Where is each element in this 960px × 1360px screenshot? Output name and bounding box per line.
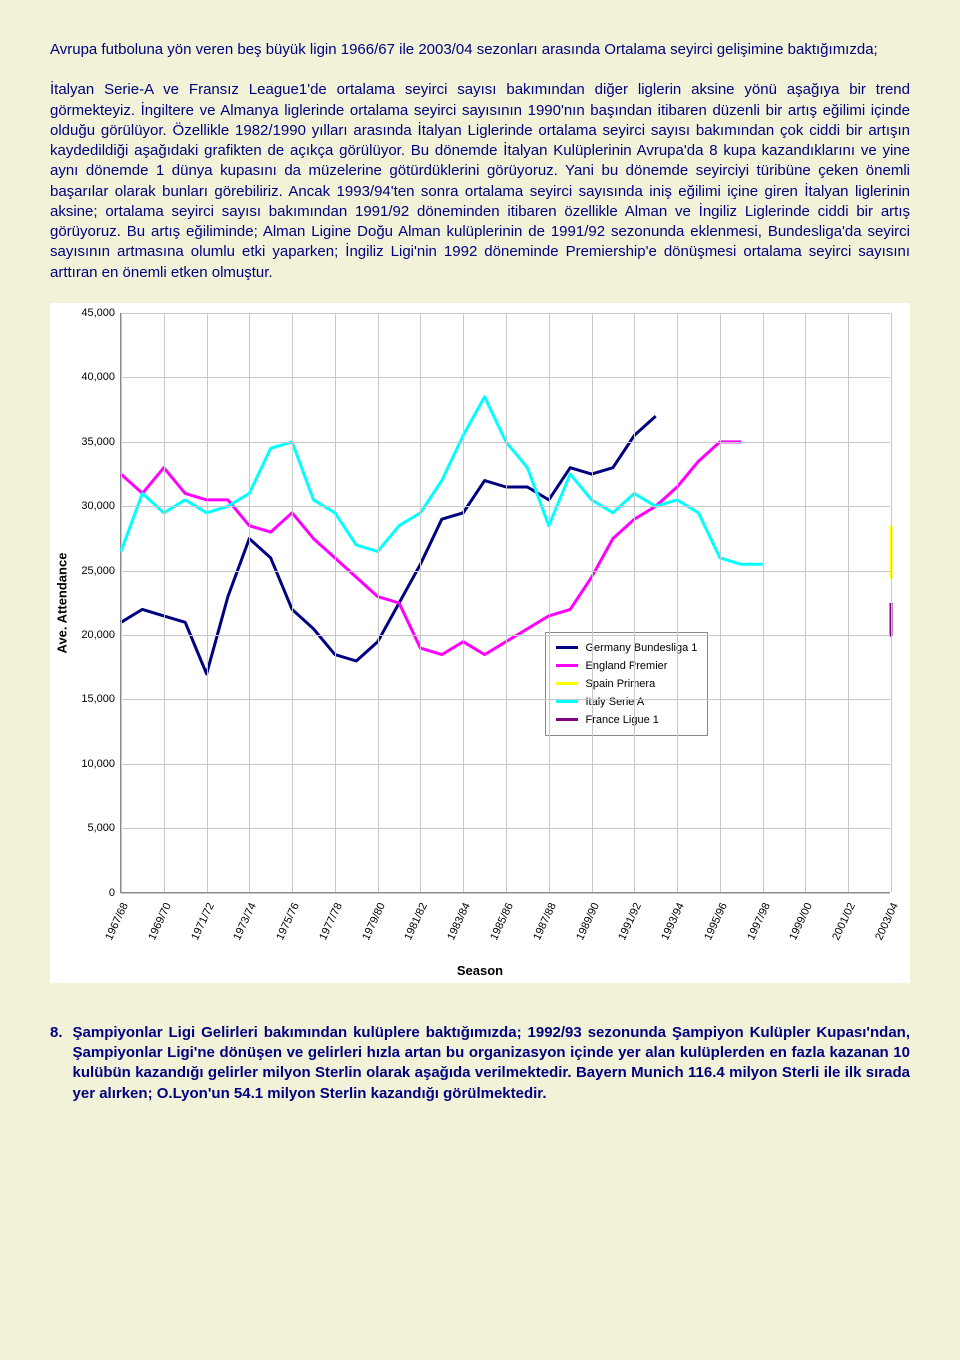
- legend-label: Germany Bundesliga 1: [586, 642, 698, 654]
- gridline-v: [292, 313, 293, 892]
- y-axis-label: Ave. Attendance: [55, 552, 70, 653]
- chart-legend: Germany Bundesliga 1 England Premier Spain…: [545, 632, 709, 736]
- gridline-h: [121, 893, 890, 894]
- gridline-v: [249, 313, 250, 892]
- gridline-v: [121, 313, 122, 892]
- x-tick-label: 1967/68: [103, 901, 131, 942]
- legend-row: France Ligue 1: [556, 711, 698, 729]
- x-tick-label: 1993/94: [659, 901, 687, 942]
- body-paragraph: İtalyan Serie-A ve Fransız League1'de or…: [50, 80, 910, 283]
- x-tick-label: 1991/92: [617, 901, 645, 942]
- y-tick-label: 5,000: [87, 822, 115, 834]
- legend-swatch: [556, 646, 578, 649]
- gridline-v: [763, 313, 764, 892]
- y-tick-label: 15,000: [81, 693, 115, 705]
- x-tick-label: 1969/70: [146, 901, 174, 942]
- y-tick-label: 45,000: [81, 307, 115, 319]
- y-tick-label: 35,000: [81, 436, 115, 448]
- x-tick-label: 1997/98: [745, 901, 773, 942]
- gridline-v: [164, 313, 165, 892]
- gridline-v: [207, 313, 208, 892]
- legend-label: Italy Serie A: [586, 696, 645, 708]
- legend-row: Spain Primera: [556, 675, 698, 693]
- legend-swatch: [556, 682, 578, 685]
- x-tick-label: 1989/90: [574, 901, 602, 942]
- gridline-v: [420, 313, 421, 892]
- gridline-v: [720, 313, 721, 892]
- x-tick-label: 1971/72: [189, 901, 217, 942]
- gridline-v: [549, 313, 550, 892]
- x-tick-label: 1983/84: [445, 901, 473, 942]
- series-england: [121, 442, 741, 655]
- y-tick-label: 0: [109, 887, 115, 899]
- x-axis-label: Season: [457, 963, 503, 978]
- gridline-v: [848, 313, 849, 892]
- legend-row: Germany Bundesliga 1: [556, 639, 698, 657]
- y-tick-label: 40,000: [81, 371, 115, 383]
- x-tick-label: 1975/76: [274, 901, 302, 942]
- gridline-v: [677, 313, 678, 892]
- x-tick-label: 1981/82: [403, 901, 431, 942]
- x-tick-label: 1999/00: [788, 901, 816, 942]
- legend-row: Italy Serie A: [556, 693, 698, 711]
- intro-paragraph: Avrupa futboluna yön veren beş büyük lig…: [50, 40, 910, 60]
- legend-label: Spain Primera: [586, 678, 656, 690]
- legend-label: England Premier: [586, 660, 668, 672]
- y-tick-label: 20,000: [81, 629, 115, 641]
- gridline-v: [463, 313, 464, 892]
- y-tick-label: 25,000: [81, 565, 115, 577]
- legend-swatch: [556, 700, 578, 703]
- x-tick-label: 2003/04: [873, 901, 901, 942]
- gridline-v: [378, 313, 379, 892]
- legend-swatch: [556, 718, 578, 721]
- x-tick-label: 1985/86: [488, 901, 516, 942]
- series-italy: [121, 397, 763, 565]
- gridline-v: [335, 313, 336, 892]
- legend-label: France Ligue 1: [586, 714, 659, 726]
- x-tick-label: 1973/74: [232, 901, 260, 942]
- gridline-v: [506, 313, 507, 892]
- y-tick-label: 10,000: [81, 758, 115, 770]
- plot-area: Germany Bundesliga 1 England Premier Spain…: [120, 313, 890, 893]
- x-tick-label: 1979/80: [360, 901, 388, 942]
- numbered-item-8: 8. Şampiyonlar Ligi Gelirleri bakımından…: [50, 1023, 910, 1104]
- item-text: Şampiyonlar Ligi Gelirleri bakımından ku…: [73, 1023, 910, 1104]
- attendance-chart: Germany Bundesliga 1 England Premier Spain…: [50, 303, 910, 983]
- gridline-v: [891, 313, 892, 892]
- legend-swatch: [556, 664, 578, 667]
- gridline-v: [805, 313, 806, 892]
- x-tick-label: 1995/96: [702, 901, 730, 942]
- x-tick-label: 1987/88: [531, 901, 559, 942]
- item-number: 8.: [50, 1023, 63, 1104]
- legend-row: England Premier: [556, 657, 698, 675]
- x-tick-label: 1977/78: [317, 901, 345, 942]
- y-tick-label: 30,000: [81, 500, 115, 512]
- gridline-v: [592, 313, 593, 892]
- x-tick-label: 2001/02: [830, 901, 858, 942]
- gridline-v: [634, 313, 635, 892]
